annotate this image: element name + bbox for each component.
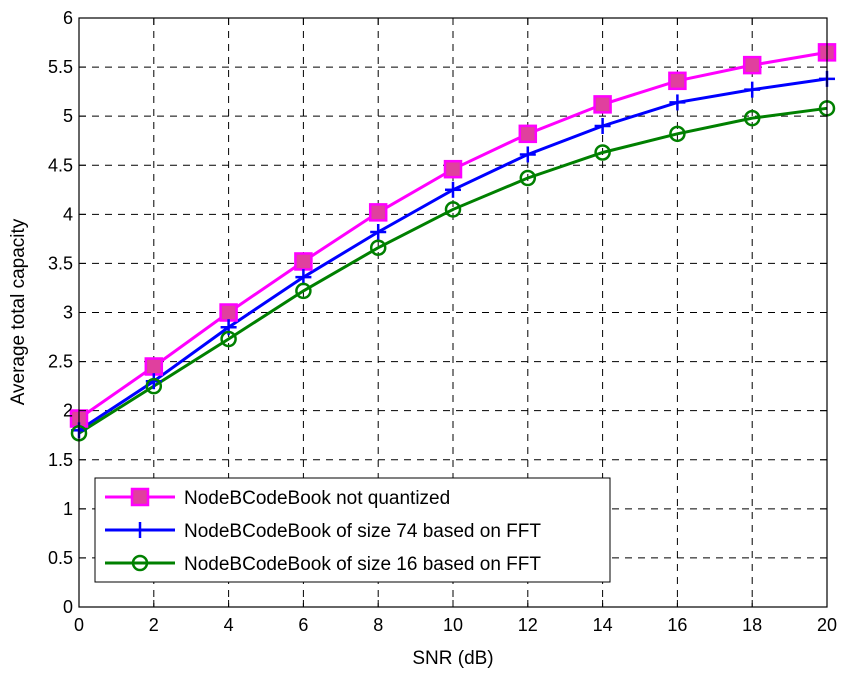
series-3-point — [369, 239, 387, 256]
series-2-point — [669, 94, 686, 111]
series-1-point — [742, 55, 762, 75]
y-axis-label: Average total capacity — [8, 218, 29, 405]
series-2-point — [744, 81, 761, 98]
y-tick-label: 5.5 — [48, 57, 73, 77]
legend-label-2: NodeBCodeBook of size 74 based on FFT — [184, 521, 541, 542]
y-tick-label: 4.5 — [48, 155, 73, 175]
x-tick-label: 10 — [443, 615, 463, 635]
x-tick-label: 6 — [298, 615, 308, 635]
series-1-point — [219, 303, 238, 322]
y-tick-label: 6 — [63, 8, 73, 28]
x-axis-label: SNR (dB) — [412, 648, 493, 669]
x-tick-label: 0 — [74, 615, 84, 635]
series-3-point — [295, 282, 312, 300]
legend-marker-1 — [130, 487, 150, 507]
series-2-point — [519, 146, 536, 163]
series-1-point — [518, 124, 538, 144]
series-1-point — [368, 203, 388, 222]
series-1-point — [668, 71, 687, 91]
legend-label-1: NodeBCodeBook not quantized — [184, 488, 450, 509]
series-3-point — [444, 201, 462, 218]
y-tick-label: 4 — [63, 204, 73, 224]
x-tick-label: 14 — [593, 615, 613, 635]
legend-marker-3 — [131, 554, 149, 572]
legend-label-3: NodeBCodeBook of size 16 based on FFT — [184, 554, 541, 575]
x-tick-label: 8 — [373, 615, 383, 635]
series-1-point — [294, 252, 313, 271]
series-1-point — [443, 159, 463, 179]
x-tick-label: 16 — [667, 615, 687, 635]
y-tick-label: 1 — [63, 499, 73, 519]
y-tick-label: 2 — [63, 401, 73, 421]
y-tick-label: 1.5 — [48, 450, 73, 470]
tick-labels: 0 2 4 6 8 10 12 14 16 18 20 0 0.5 1 1.5 2 2.5 3 3.5 4 4.5 5 5.… — [48, 8, 837, 635]
series-2-point — [594, 117, 611, 134]
x-tick-label: 4 — [224, 615, 234, 635]
x-tick-label: 2 — [149, 615, 159, 635]
series-2-point — [445, 181, 461, 198]
legend: NodeBCodeBook not quantized NodeBCodeBook… — [94, 477, 611, 583]
y-tick-label: 5 — [63, 106, 73, 126]
y-tick-label: 0.5 — [48, 548, 73, 568]
y-tick-label: 3.5 — [48, 253, 73, 273]
y-tick-label: 3 — [63, 303, 73, 323]
legend-marker-2 — [132, 522, 148, 538]
series-3-point — [145, 377, 163, 395]
series-3-point — [519, 169, 537, 187]
series-3-point — [594, 144, 611, 161]
y-tick-label: 2.5 — [48, 352, 73, 372]
series-1-point — [593, 95, 612, 114]
series-1-point — [144, 357, 164, 376]
legend-box — [94, 477, 611, 583]
series-2-point — [370, 224, 387, 241]
series-line-3 — [78, 106, 828, 435]
series-3-point — [220, 330, 237, 348]
x-tick-label: 20 — [817, 615, 837, 635]
x-tick-label: 12 — [518, 615, 538, 635]
axis-ticks — [78, 17, 828, 608]
y-tick-label: 0 — [63, 597, 73, 617]
series-3-point — [743, 109, 761, 127]
x-tick-label: 18 — [742, 615, 762, 635]
series-3-point — [669, 125, 686, 143]
series-2-point — [295, 269, 312, 286]
